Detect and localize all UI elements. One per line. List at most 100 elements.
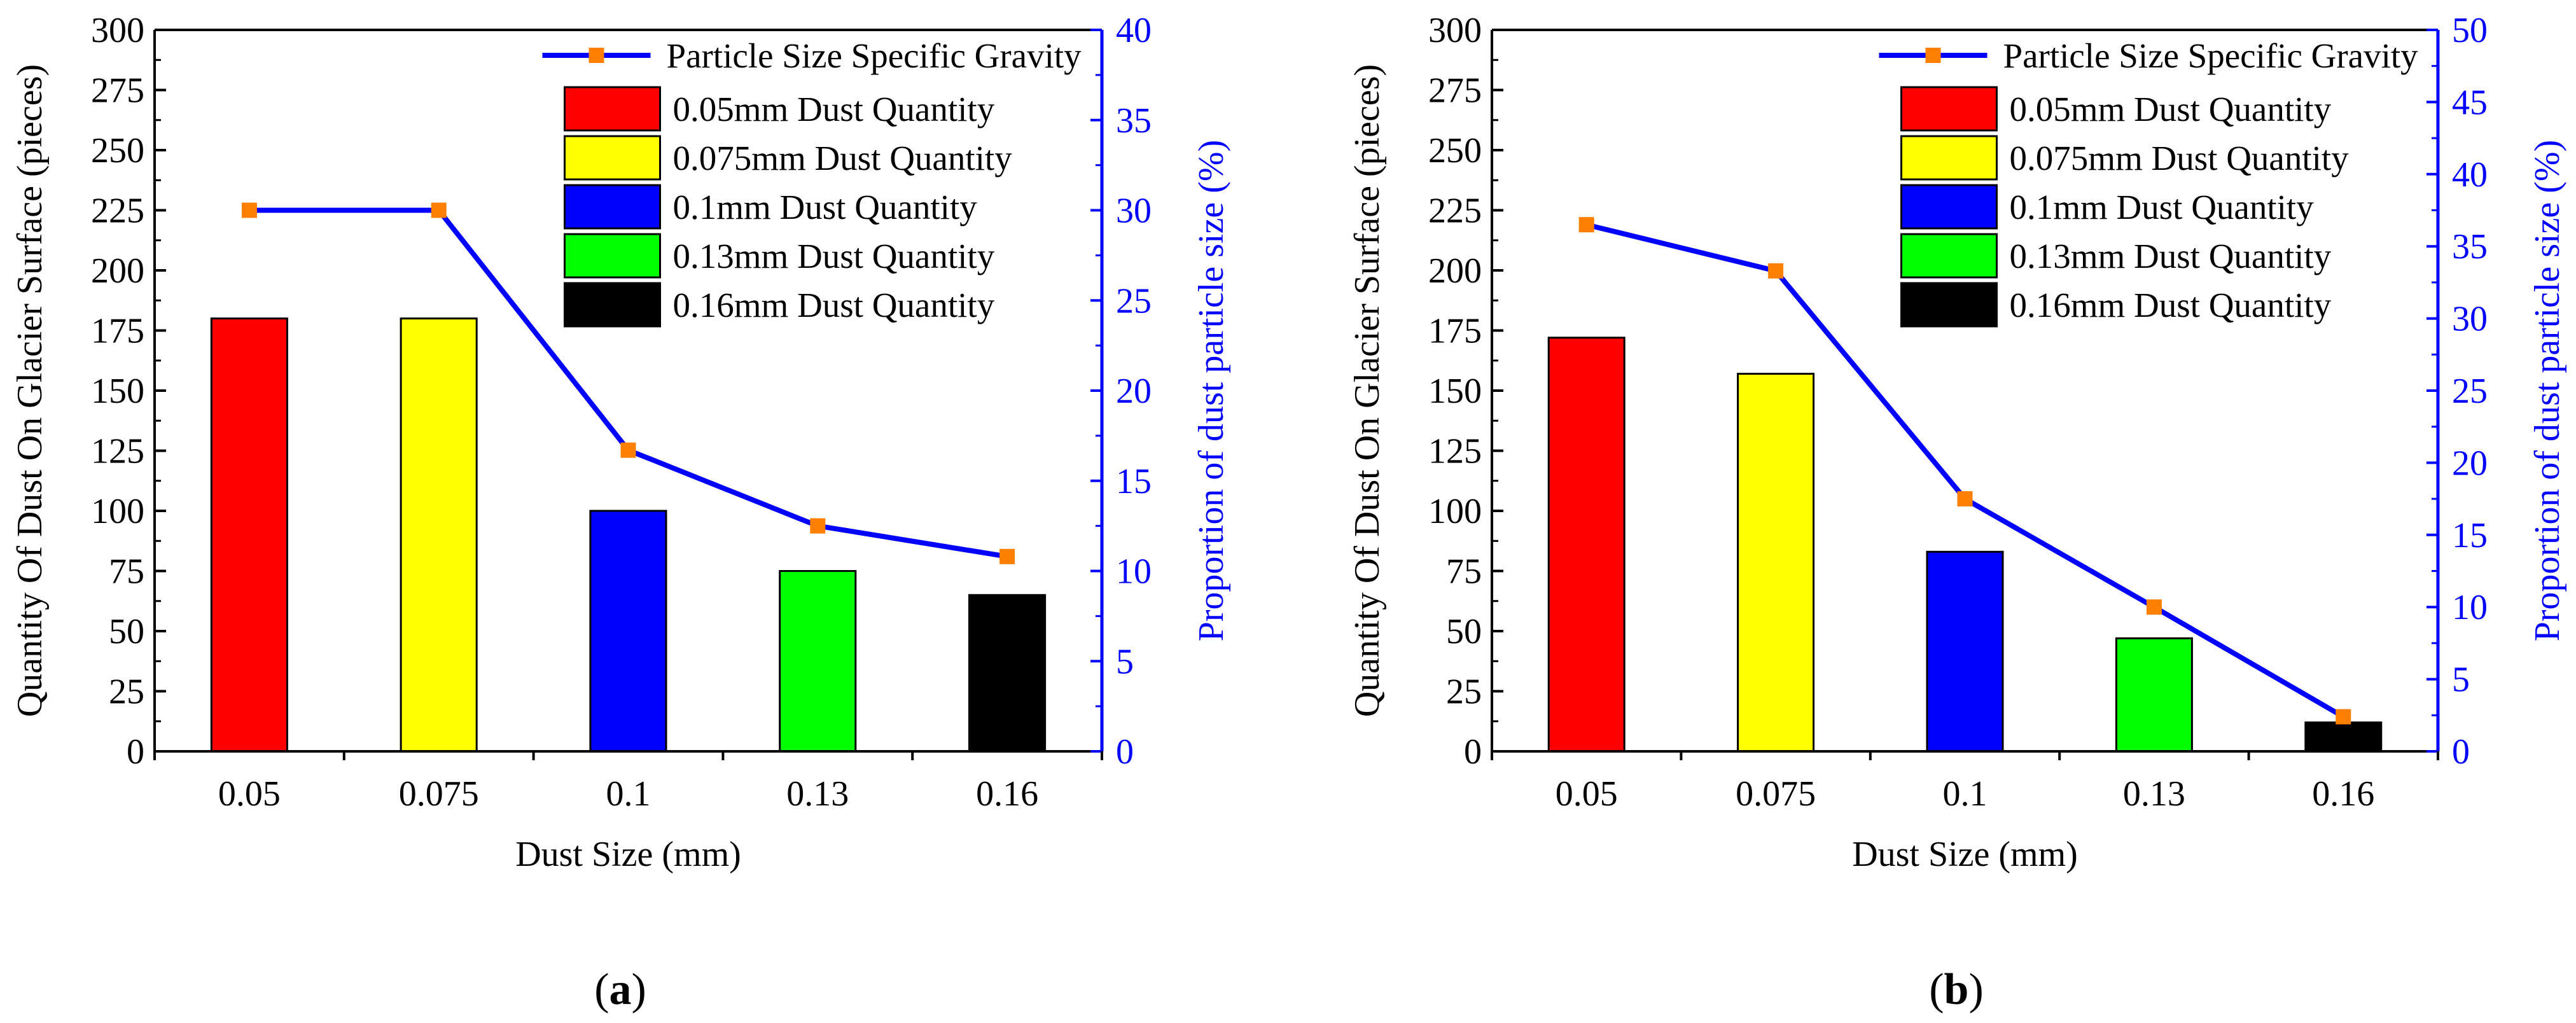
y-left-tick-label: 300 [91,11,144,50]
legend-bar-label-1: 0.05mm Dust Quantity [2010,90,2332,129]
chart-panel-b: 0 25 50 75 100 125 150 175 200 225 250 275 300 0 5 10 15… [1347,11,2567,1014]
y-left-tick-label: 225 [91,191,144,231]
legend-bar-label-5: 0.16mm Dust Quantity [673,286,995,324]
line-point-1 [241,202,257,218]
line-point-4 [810,518,826,534]
bar-2 [400,317,478,753]
x-tick-label: 0.16 [2312,774,2374,814]
y-left-tick-label: 225 [1428,191,1482,231]
y-left-tick-label: 150 [1428,372,1482,411]
y-right-tick-label: 40 [1116,11,1152,50]
bar-4 [779,570,857,753]
y-left-tick-label: 200 [1428,251,1482,291]
y-left-axis-title: Quantity Of Dust On Glacier Surface (pie… [1347,64,1387,717]
bar-3 [589,510,667,753]
x-tick-label: 0.13 [2123,774,2185,814]
legend-bar-label-3: 0.1mm Dust Quantity [2010,188,2315,226]
y-left-tick-label: 275 [1428,71,1482,111]
x-axis-title: Dust Size (mm) [1852,835,2078,874]
y-left-tick-label: 125 [91,432,144,471]
legend-bar-label-5: 0.16mm Dust Quantity [2010,286,2332,324]
bar-2 [1737,373,1815,753]
x-tick-label: 0.1 [1943,774,1988,814]
chart-panel-a: 0 25 50 75 100 125 150 175 200 225 250 275 300 0 5 10 15… [10,11,1231,1014]
y-right-tick-label: 50 [2452,11,2488,50]
y-right-tick-label: 30 [2452,300,2488,339]
y-right-tick-label: 5 [1116,642,1134,681]
y-left-tick-label: 25 [1446,672,1482,712]
panel-label-b: (b) [1929,965,1984,1014]
y-left-tick-label: 0 [127,732,144,772]
bar-5 [2304,721,2383,753]
legend-bar-swatch-2 [1900,135,1998,181]
y-left-tick-label: 150 [91,372,144,411]
bar-3 [1926,550,2004,753]
x-tick-label: 0.075 [399,774,479,814]
y-left-tick-label: 300 [1428,11,1482,50]
y-left-tick-label: 250 [91,131,144,170]
x-tick-label: 0.1 [606,774,651,814]
legend-bar-swatch-4 [1900,233,1998,279]
y-right-axis-title: Proportion of dust particle size (%) [1192,140,1231,641]
x-tick-label: 0.05 [1556,774,1618,814]
y-left-tick-label: 25 [109,672,144,712]
y-left-tick-label: 50 [1446,612,1482,651]
legend-bar-label-4: 0.13mm Dust Quantity [2010,237,2332,275]
legend-bar-swatch-1 [1900,86,1998,132]
y-right-tick-label: 5 [2452,660,2470,700]
legend-bar-label-4: 0.13mm Dust Quantity [673,237,995,275]
y-left-tick-label: 250 [1428,131,1482,170]
line-point-5 [2336,709,2351,725]
x-tick-label: 0.16 [976,774,1038,814]
line-point-2 [431,202,447,218]
legend-bar-swatch-2 [564,135,661,181]
panel-letter: a [609,965,632,1014]
y-left-tick-label: 100 [91,492,144,531]
y-right-tick-label: 20 [1116,372,1152,411]
line-point-3 [1957,491,1973,507]
line-point-2 [1768,263,1784,279]
legend-bar-swatch-5 [1900,282,1998,328]
legend-bar-label-2: 0.075mm Dust Quantity [2010,139,2350,177]
bar-1 [210,317,288,753]
y-left-axis-title: Quantity Of Dust On Glacier Surface (pie… [10,64,50,717]
y-left-tick-label: 75 [1446,552,1482,592]
y-right-tick-label: 0 [2452,732,2470,772]
legend-line-label: Particle Size Specific Gravity [2003,36,2419,75]
y-right-tick-label: 25 [1116,281,1152,321]
y-left-tick-label: 50 [109,612,144,651]
y-right-tick-label: 10 [2452,588,2488,627]
y-left-tick-label: 275 [91,71,144,111]
y-right-tick-label: 45 [2452,83,2488,122]
y-left-tick-label: 175 [91,312,144,351]
legend-bar-swatch-3 [1900,184,1998,230]
x-tick-label: 0.05 [218,774,281,814]
legend-bar-swatch-3 [564,184,661,230]
y-right-tick-label: 15 [1116,462,1152,501]
legend-bar-swatch-5 [564,282,661,328]
y-right-tick-label: 10 [1116,552,1152,592]
y-right-tick-label: 0 [1116,732,1134,772]
x-tick-label: 0.075 [1736,774,1816,814]
y-right-tick-label: 35 [2452,227,2488,267]
y-left-tick-label: 100 [1428,492,1482,531]
legend-bar-swatch-1 [564,86,661,132]
legend-bar-swatch-4 [564,233,661,279]
bar-4 [2115,637,2193,753]
panel-letter: b [1944,965,1969,1014]
line-point-4 [2146,599,2162,615]
legend-line-marker [1925,48,1941,63]
y-left-tick-label: 125 [1428,432,1482,471]
line-point-1 [1578,217,1594,233]
y-right-tick-label: 25 [2452,372,2488,411]
x-tick-label: 0.13 [786,774,849,814]
line-point-5 [999,548,1015,564]
y-right-tick-label: 20 [2452,443,2488,483]
bar-5 [968,594,1047,753]
panel-label-a: (a) [594,965,646,1014]
x-axis-title: Dust Size (mm) [515,835,741,874]
y-left-tick-label: 75 [109,552,144,592]
y-left-tick-label: 0 [1464,732,1482,772]
